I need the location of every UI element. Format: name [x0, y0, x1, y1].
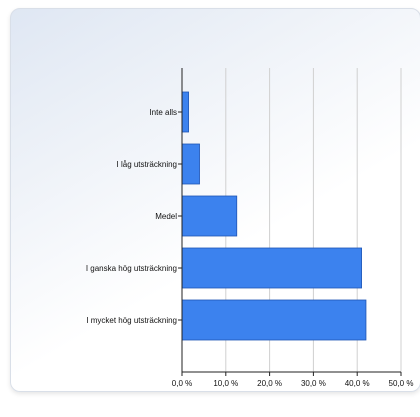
category-label: I ganska hög utsträckning: [86, 264, 177, 273]
bar: [181, 299, 367, 341]
category-labels: Inte alls I låg utsträckning Medel I ganska…: [86, 108, 177, 325]
bar: [181, 247, 362, 289]
bar: [181, 143, 200, 185]
x-tick-label: 20,0 %: [257, 379, 282, 388]
category-label: I mycket hög utsträckning: [86, 316, 177, 325]
category-label: Medel: [155, 212, 177, 221]
bar: [181, 91, 189, 133]
x-tick-label: 50,0 %: [389, 379, 414, 388]
bars: [181, 91, 367, 341]
x-tick-label: 10,0 %: [213, 379, 238, 388]
x-tick-labels: 0,0 % 10,0 % 20,0 % 30,0 % 40,0 % 50,0 %: [172, 379, 414, 388]
x-tick-label: 30,0 %: [301, 379, 326, 388]
x-tick-label: 40,0 %: [345, 379, 370, 388]
bar: [181, 195, 238, 237]
x-tick-label: 0,0 %: [172, 379, 192, 388]
axes: [178, 68, 402, 376]
category-label: Inte alls: [149, 108, 177, 117]
category-label: I låg utsträckning: [117, 160, 177, 169]
